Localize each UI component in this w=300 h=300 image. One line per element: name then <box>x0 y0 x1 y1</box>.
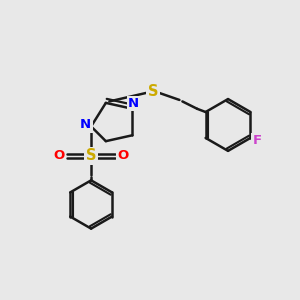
Text: F: F <box>252 134 262 147</box>
Text: S: S <box>148 84 158 99</box>
Text: N: N <box>128 97 140 110</box>
Text: O: O <box>117 149 128 162</box>
Text: O: O <box>54 149 65 162</box>
Text: S: S <box>86 148 96 164</box>
Text: N: N <box>80 118 92 131</box>
